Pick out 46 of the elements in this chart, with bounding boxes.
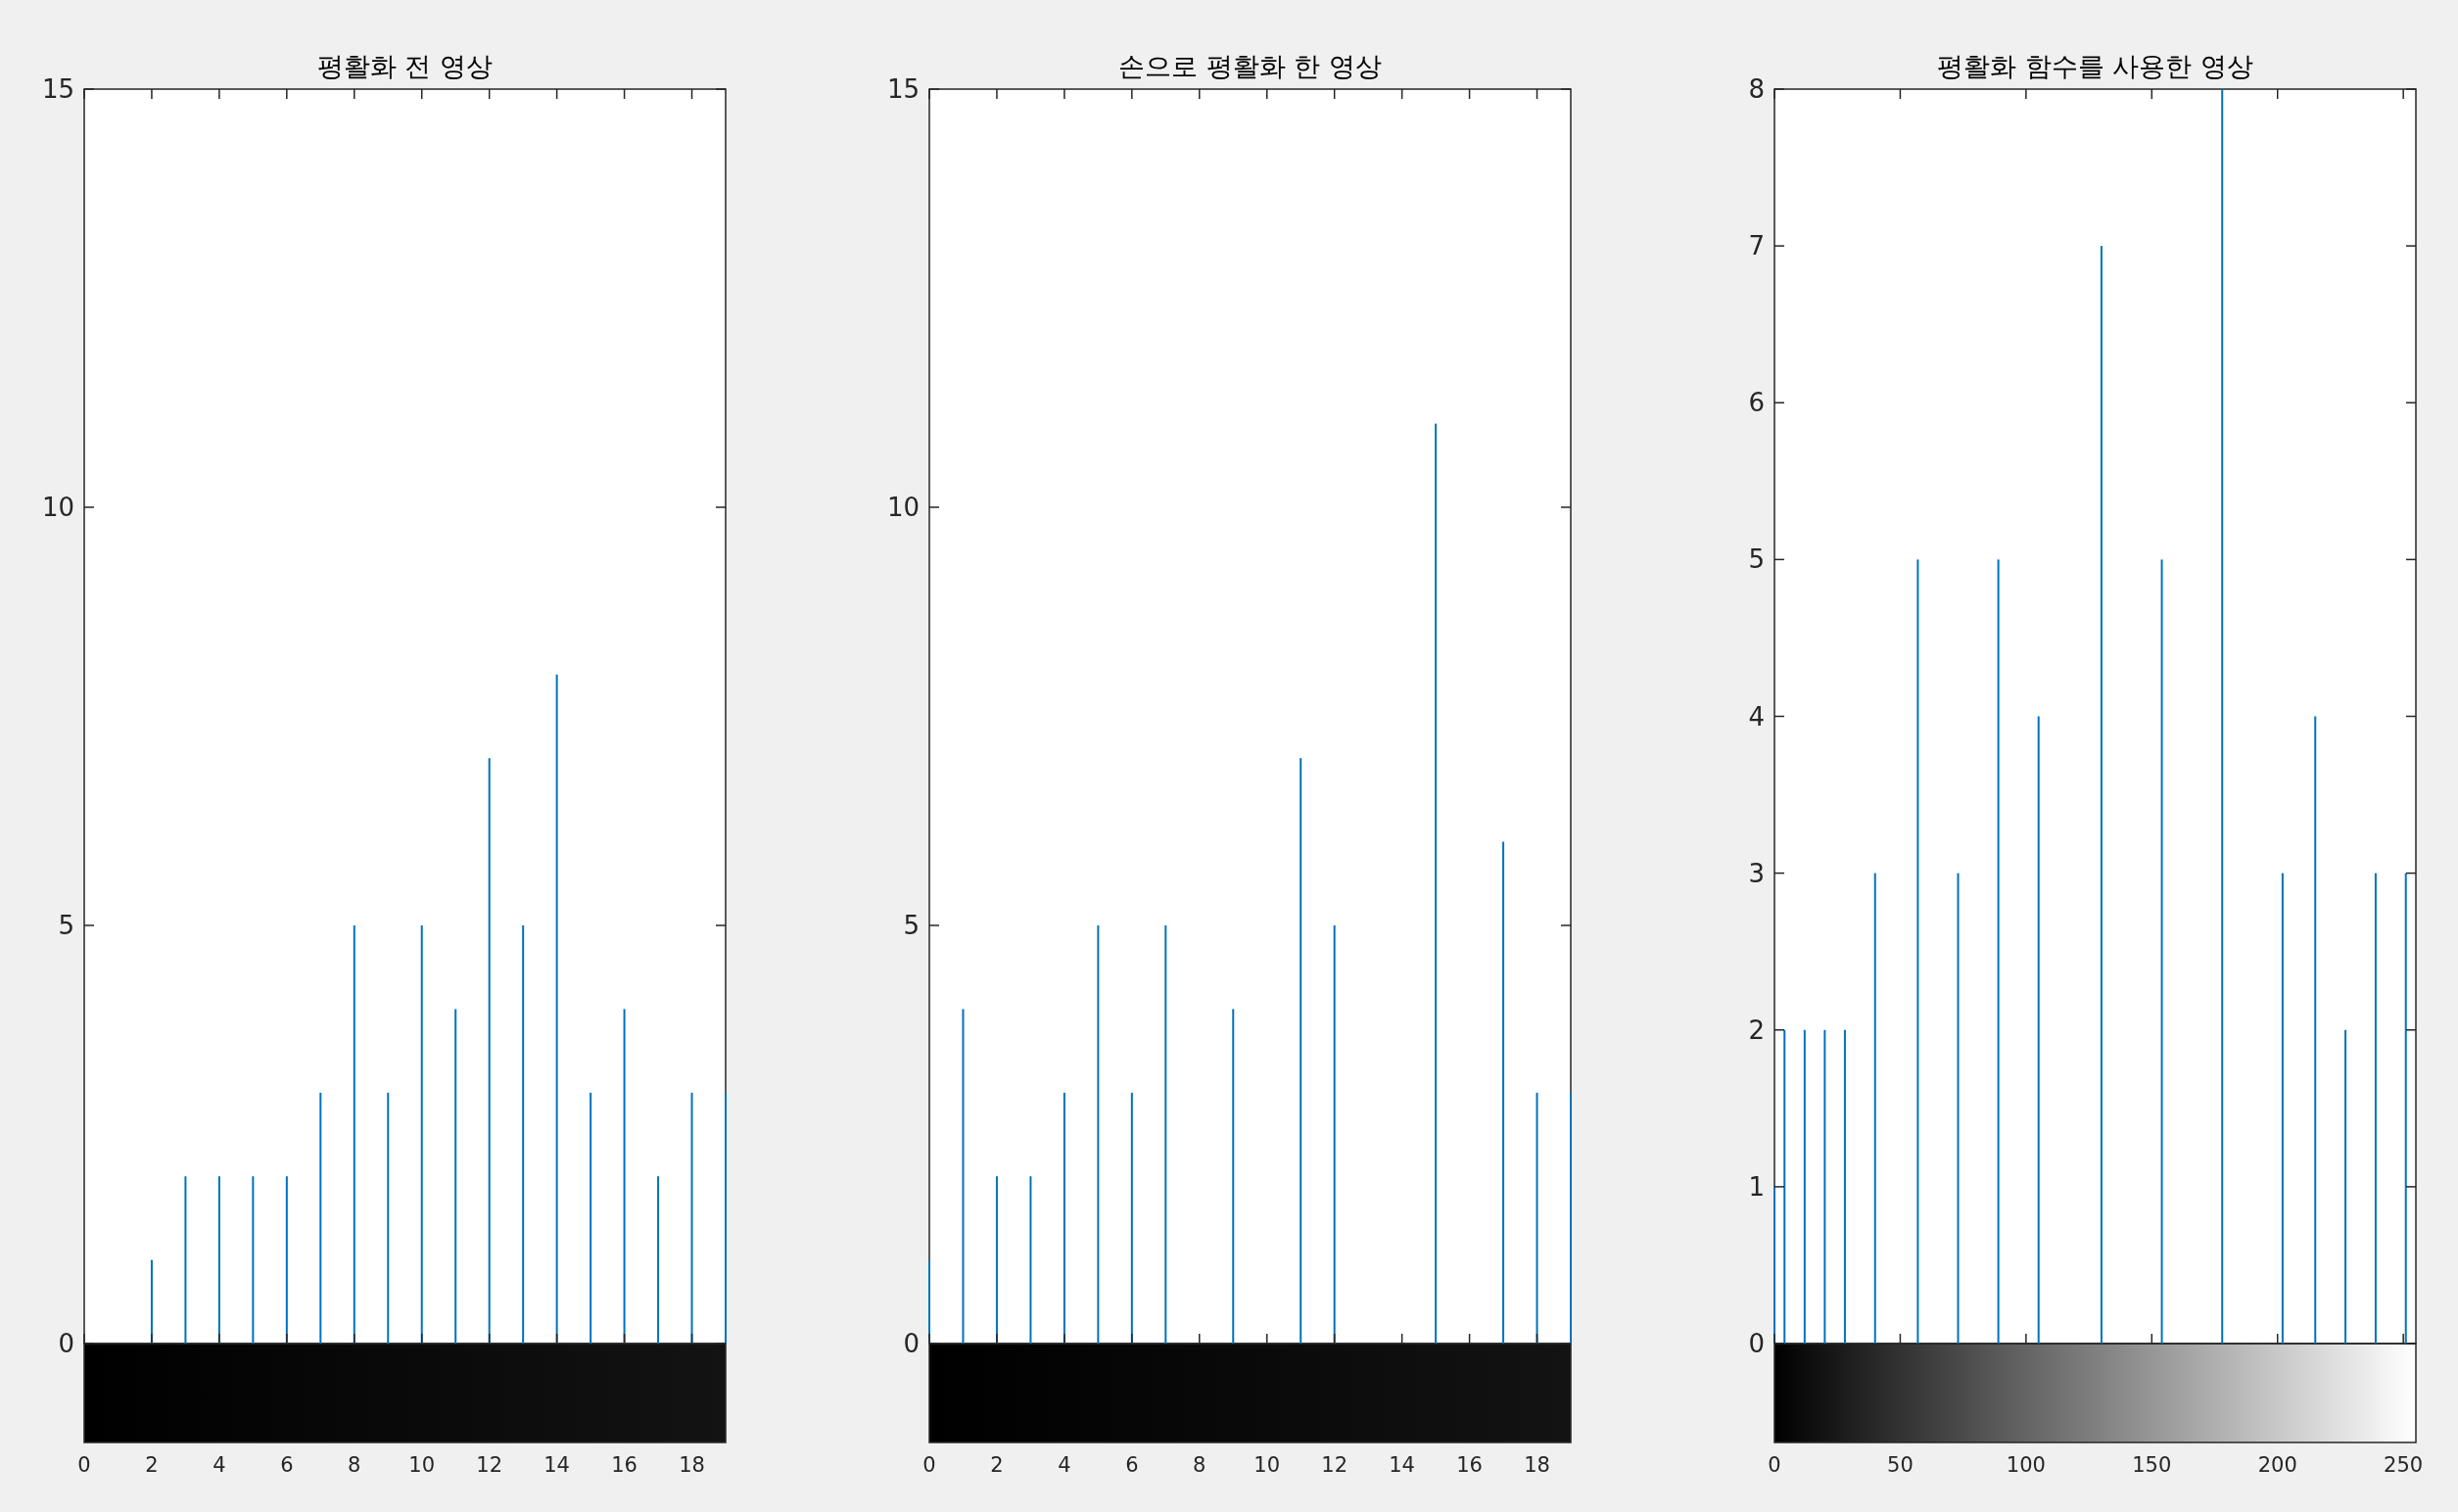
x-tick-label: 6 <box>280 1453 294 1477</box>
y-tick-label: 5 <box>903 911 920 940</box>
x-tick-label: 50 <box>1887 1453 1914 1477</box>
y-tick-label: 8 <box>1748 74 1765 104</box>
x-tick-label: 2 <box>990 1453 1004 1477</box>
x-tick-label: 10 <box>1253 1453 1281 1477</box>
y-tick-label: 2 <box>1748 1015 1765 1045</box>
x-tick-label: 0 <box>77 1453 91 1477</box>
y-tick-label: 0 <box>1748 1329 1765 1358</box>
y-tick-label: 6 <box>1748 388 1765 418</box>
x-tick-label: 0 <box>922 1453 936 1477</box>
x-tick-label: 100 <box>2006 1453 2046 1477</box>
x-tick-label: 200 <box>2257 1453 2297 1477</box>
x-tick-label: 6 <box>1125 1453 1139 1477</box>
y-tick-label: 10 <box>41 493 74 522</box>
x-tick-label: 0 <box>1768 1453 1781 1477</box>
x-tick-label: 250 <box>2384 1453 2424 1477</box>
x-tick-label: 16 <box>611 1453 638 1477</box>
x-tick-label: 4 <box>213 1453 226 1477</box>
x-tick-label: 18 <box>1524 1453 1550 1477</box>
y-tick-label: 10 <box>886 493 920 522</box>
x-tick-label: 10 <box>408 1453 436 1477</box>
x-tick-label: 12 <box>476 1453 503 1477</box>
x-tick-label: 12 <box>1321 1453 1348 1477</box>
y-tick-label: 15 <box>41 74 74 104</box>
y-tick-label: 0 <box>903 1329 920 1358</box>
x-tick-label: 8 <box>348 1453 361 1477</box>
y-tick-label: 1 <box>1748 1171 1765 1202</box>
y-tick-label: 4 <box>1748 701 1765 732</box>
x-tick-label: 8 <box>1193 1453 1206 1477</box>
y-tick-label: 0 <box>58 1329 74 1358</box>
chart-title: 손으로 평활화 한 영상 <box>1118 51 1382 81</box>
chart-title: 평활화 함수를 사용한 영상 <box>1937 51 2253 81</box>
y-tick-label: 3 <box>1748 858 1765 888</box>
x-tick-label: 18 <box>679 1453 705 1477</box>
x-tick-label: 150 <box>2132 1453 2172 1477</box>
x-tick-label: 4 <box>1058 1453 1071 1477</box>
y-tick-label: 7 <box>1748 231 1765 261</box>
x-tick-label: 16 <box>1456 1453 1483 1477</box>
y-tick-label: 5 <box>58 911 74 940</box>
x-tick-label: 2 <box>145 1453 159 1477</box>
x-tick-label: 14 <box>544 1453 570 1477</box>
x-tick-label: 14 <box>1389 1453 1415 1477</box>
y-tick-label: 5 <box>1748 544 1765 575</box>
chart-title: 평활화 전 영상 <box>316 51 494 81</box>
y-tick-label: 15 <box>886 74 920 104</box>
